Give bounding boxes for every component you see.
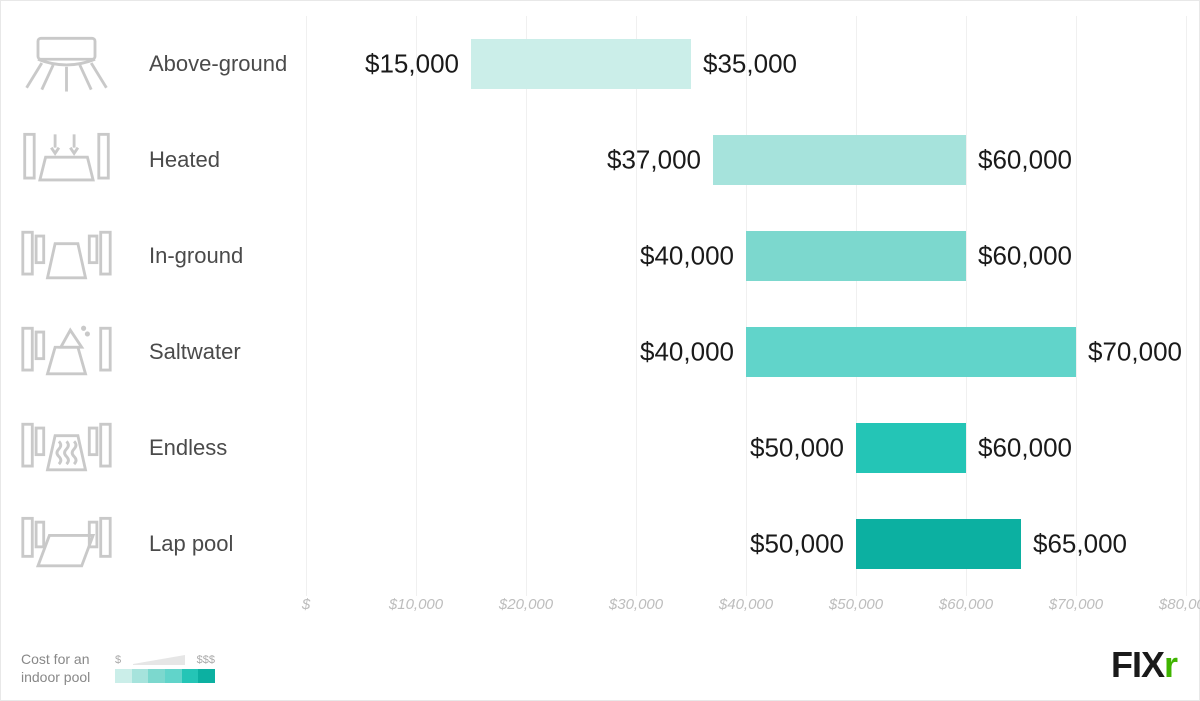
- x-axis: $$10,000$20,000$30,000$40,000$50,000$60,…: [306, 596, 1186, 626]
- chart-row: Saltwater $40,000 $70,000: [1, 304, 1200, 400]
- range-bar: [746, 231, 966, 281]
- chart-rows: Above-ground $15,000 $35,000 Heated $37,000…: [1, 16, 1200, 596]
- heated-icon: [19, 125, 114, 195]
- row-label: Lap pool: [149, 531, 233, 557]
- min-value-label: $40,000: [640, 337, 734, 368]
- min-value-label: $40,000: [640, 241, 734, 272]
- range-bar: [713, 135, 966, 185]
- range-bar: [856, 423, 966, 473]
- legend-swatch: [132, 669, 149, 683]
- legend-swatches: [115, 669, 215, 683]
- chart-row: In-ground $40,000 $60,000: [1, 208, 1200, 304]
- x-tick-label: $10,000: [389, 596, 443, 613]
- max-value-label: $70,000: [1088, 337, 1182, 368]
- x-tick-label: $40,000: [719, 596, 773, 613]
- max-value-label: $60,000: [978, 145, 1072, 176]
- max-value-label: $60,000: [978, 241, 1072, 272]
- range-bar: [856, 519, 1021, 569]
- row-label: Heated: [149, 147, 220, 173]
- endless-icon: [19, 413, 114, 483]
- legend-money-high: $$$: [197, 654, 215, 666]
- legend-money-row: $ $$$: [115, 654, 215, 666]
- range-bar: [471, 39, 691, 89]
- legend-swatch: [182, 669, 199, 683]
- x-tick-label: $70,000: [1049, 596, 1103, 613]
- legend-scale: $ $$$: [115, 654, 215, 683]
- x-tick-label: $50,000: [829, 596, 883, 613]
- min-value-label: $50,000: [750, 529, 844, 560]
- in-ground-icon: [19, 221, 114, 291]
- min-value-label: $37,000: [607, 145, 701, 176]
- max-value-label: $65,000: [1033, 529, 1127, 560]
- legend-title: Cost for an indoor pool: [21, 651, 101, 686]
- row-label: Above-ground: [149, 51, 287, 77]
- legend-swatch: [165, 669, 182, 683]
- chart-row: Endless $50,000 $60,000: [1, 400, 1200, 496]
- row-label: Saltwater: [149, 339, 241, 365]
- row-label: In-ground: [149, 243, 243, 269]
- legend: Cost for an indoor pool $ $$$: [21, 651, 215, 686]
- legend-swatch: [198, 669, 215, 683]
- logo-part2: r: [1164, 644, 1177, 685]
- above-ground-icon: [19, 29, 114, 99]
- chart-row: Heated $37,000 $60,000: [1, 112, 1200, 208]
- fixr-logo: FIXr: [1111, 644, 1177, 686]
- x-tick-label: $20,000: [499, 596, 553, 613]
- wedge-icon: [133, 655, 185, 665]
- row-label: Endless: [149, 435, 227, 461]
- x-tick-label: $: [302, 596, 310, 613]
- x-tick-label: $60,000: [939, 596, 993, 613]
- min-value-label: $50,000: [750, 433, 844, 464]
- x-tick-label: $30,000: [609, 596, 663, 613]
- legend-swatch: [115, 669, 132, 683]
- lap-pool-icon: [19, 509, 114, 579]
- legend-money-low: $: [115, 654, 121, 666]
- saltwater-icon: [19, 317, 114, 387]
- chart-row: Lap pool $50,000 $65,000: [1, 496, 1200, 592]
- min-value-label: $15,000: [365, 49, 459, 80]
- max-value-label: $35,000: [703, 49, 797, 80]
- x-tick-label: $80,000: [1159, 596, 1200, 613]
- max-value-label: $60,000: [978, 433, 1072, 464]
- chart-row: Above-ground $15,000 $35,000: [1, 16, 1200, 112]
- range-bar: [746, 327, 1076, 377]
- legend-swatch: [148, 669, 165, 683]
- logo-part1: FIX: [1111, 644, 1164, 685]
